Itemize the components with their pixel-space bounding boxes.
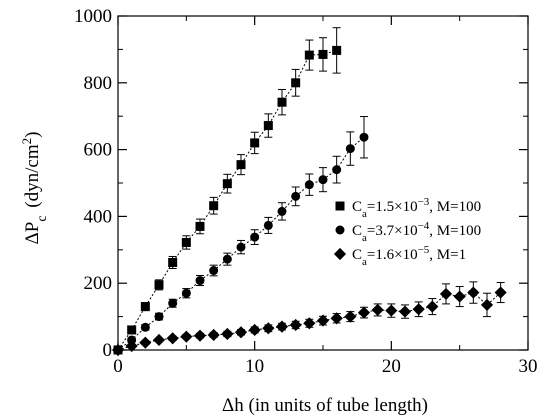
series-2 [113, 116, 369, 355]
data-point [250, 232, 260, 242]
data-point [154, 312, 164, 322]
axes: 0 200 400 600 800 1000 0 10 20 30 [74, 6, 538, 377]
legend-marker [335, 225, 345, 235]
data-point [291, 78, 301, 88]
data-point [277, 97, 287, 107]
data-point [330, 312, 343, 325]
data-point [140, 322, 150, 332]
data-point [398, 305, 412, 318]
data-point [222, 254, 232, 264]
data-point [289, 318, 302, 332]
x-tick-label: 30 [519, 356, 538, 377]
x-tick-label: 0 [113, 356, 123, 377]
data-point [209, 201, 219, 211]
data-point [127, 325, 137, 335]
data-point [181, 237, 191, 247]
data-point [139, 336, 152, 349]
legend-marker [335, 201, 345, 211]
data-point [385, 304, 398, 317]
data-point [236, 160, 246, 170]
data-point [140, 302, 150, 312]
y-tick-label: 0 [103, 340, 113, 361]
data-point [195, 276, 205, 286]
data-point [318, 49, 328, 59]
legend-marker [333, 247, 347, 261]
data-point [277, 206, 287, 216]
data-point [222, 179, 232, 189]
y-tick-label: 800 [84, 73, 113, 94]
legend-label: Ca=1.6×10−5, M=1 [352, 244, 466, 268]
data-point [209, 266, 219, 276]
data-point [344, 310, 357, 323]
y-tick-label: 600 [84, 140, 113, 161]
data-point [332, 45, 342, 55]
data-point [359, 132, 369, 142]
data-point [439, 287, 453, 300]
data-point [316, 314, 330, 327]
data-point [125, 339, 138, 353]
data-point [168, 257, 178, 267]
data-point [248, 323, 261, 337]
data-point [412, 303, 425, 316]
legend-label: Ca=1.5×10−3, M=100 [352, 196, 481, 220]
data-point [453, 290, 466, 303]
data-point [318, 175, 328, 185]
series-1 [113, 27, 342, 355]
data-point [234, 326, 248, 339]
series-3 [111, 281, 507, 357]
data-point [181, 288, 191, 298]
data-point [426, 300, 439, 313]
y-tick-label: 200 [84, 273, 113, 294]
data-point [250, 138, 260, 148]
data-point [236, 242, 246, 252]
data-point [168, 298, 178, 308]
data-point [371, 303, 384, 316]
data-point [357, 306, 371, 319]
data-point [303, 317, 316, 330]
x-axis-label: Δh (in units of tube length) [222, 395, 428, 416]
y-tick-label: 400 [84, 206, 113, 227]
data-point [193, 329, 207, 342]
plot-area [111, 27, 507, 357]
series-line [117, 49, 337, 351]
y-axis-label: ΔPc (dyn/cm2) [19, 132, 50, 245]
data-point [154, 280, 164, 290]
data-point [467, 286, 480, 299]
data-point [494, 286, 507, 299]
data-point [263, 220, 273, 230]
data-point [262, 322, 275, 335]
data-point [166, 332, 179, 345]
data-point [195, 221, 205, 231]
data-point [345, 144, 355, 154]
data-point [263, 121, 273, 131]
data-point [207, 328, 220, 342]
x-tick-label: 20 [382, 356, 401, 377]
data-point [304, 180, 314, 190]
data-point [180, 330, 193, 343]
legend-label: Ca=3.7×10−4, M=100 [352, 220, 481, 244]
data-point [152, 333, 166, 347]
data-point [480, 298, 494, 311]
data-point [304, 50, 314, 60]
y-tick-label: 1000 [74, 6, 112, 27]
data-point [291, 191, 301, 201]
data-point [221, 327, 234, 341]
data-point [332, 165, 342, 175]
data-point [275, 320, 289, 333]
x-tick-label: 10 [245, 356, 264, 377]
